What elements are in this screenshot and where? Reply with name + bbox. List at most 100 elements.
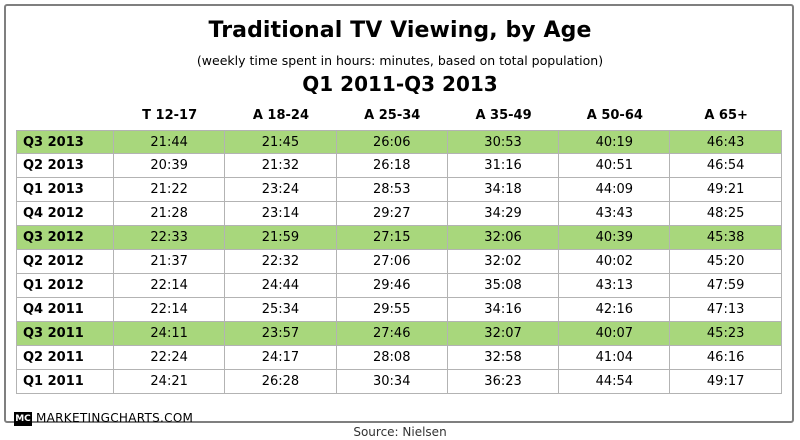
table-cell: 43:43 [559, 202, 671, 225]
row-label: Q3 2013 [16, 131, 114, 154]
table-cell: 24:21 [114, 370, 226, 393]
table-cell: 22:14 [114, 274, 226, 297]
table-row: Q3 2011 24:11 23:57 27:46 32:07 40:07 45:23 [16, 322, 782, 346]
table-cell: 40:02 [559, 250, 671, 273]
chart-frame [4, 4, 794, 423]
table-cell: 30:34 [337, 370, 448, 393]
row-label: Q1 2012 [16, 274, 114, 297]
table-cell: 21:28 [114, 202, 226, 225]
table-cell: 30:53 [448, 131, 560, 154]
row-label: Q2 2011 [16, 346, 114, 369]
table-cell: 29:27 [337, 202, 448, 225]
table-cell: 28:08 [337, 346, 448, 369]
row-label: Q2 2013 [16, 154, 114, 177]
column-header: T 12-17 [142, 108, 198, 123]
table-cell: 27:06 [337, 250, 448, 273]
column-header: A 50-64 [586, 108, 643, 123]
table-cell: 34:18 [448, 178, 560, 201]
table-cell: 46:43 [671, 131, 782, 154]
table-cell: 45:38 [671, 226, 782, 249]
table-row: Q3 2012 22:33 21:59 27:15 32:06 40:39 45:38 [16, 226, 782, 250]
table-cell: 24:17 [225, 346, 337, 369]
table-cell: 32:06 [448, 226, 560, 249]
brand-name: MARKETINGCHARTS.COM [36, 411, 194, 425]
table-cell: 22:32 [225, 250, 337, 273]
table-cell: 46:16 [671, 346, 782, 369]
table-cell: 35:08 [448, 274, 560, 297]
chart-subtitle: (weekly time spent in hours: minutes, ba… [196, 53, 604, 68]
table-cell: 47:13 [671, 298, 782, 321]
row-label: Q4 2012 [16, 202, 114, 225]
table-cell: 22:33 [114, 226, 226, 249]
table-row: Q1 2011 24:21 26:28 30:34 36:23 44:54 49:17 [16, 370, 782, 394]
table-cell: 49:21 [671, 178, 782, 201]
column-header: A 65+ [704, 108, 748, 123]
table-cell: 31:16 [448, 154, 560, 177]
table-row: Q3 2013 21:44 21:45 26:06 30:53 40:19 46:43 [16, 130, 782, 154]
row-label: Q3 2012 [16, 226, 114, 249]
table-row: Q1 2012 22:14 24:44 29:46 35:08 43:13 47:59 [16, 274, 782, 298]
table-cell: 21:32 [225, 154, 337, 177]
table-row: Q4 2011 22:14 25:34 29:55 34:16 42:16 47:13 [16, 298, 782, 322]
table-cell: 46:54 [671, 154, 782, 177]
table-cell: 26:06 [337, 131, 448, 154]
table-row: Q1 2013 21:22 23:24 28:53 34:18 44:09 49:21 [16, 178, 782, 202]
table-cell: 24:11 [114, 322, 226, 345]
row-label: Q4 2011 [16, 298, 114, 321]
table-cell: 26:18 [337, 154, 448, 177]
table-cell: 21:45 [225, 131, 337, 154]
chart-period: Q1 2011-Q3 2013 [302, 72, 498, 96]
table-cell: 36:23 [448, 370, 560, 393]
table-cell: 29:55 [337, 298, 448, 321]
table-row: Q2 2013 20:39 21:32 26:18 31:16 40:51 46:54 [16, 154, 782, 178]
table-cell: 43:13 [559, 274, 671, 297]
data-table: Q3 2013 21:44 21:45 26:06 30:53 40:19 46:43 Q2 … [16, 130, 782, 394]
table-row: Q2 2011 22:24 24:17 28:08 32:58 41:04 46:16 [16, 346, 782, 370]
table-cell: 23:24 [225, 178, 337, 201]
table-cell: 24:44 [225, 274, 337, 297]
row-label: Q1 2013 [16, 178, 114, 201]
marketingcharts-logo: MC [14, 412, 32, 426]
table-cell: 21:59 [225, 226, 337, 249]
table-cell: 23:14 [225, 202, 337, 225]
table-cell: 40:19 [559, 131, 671, 154]
row-label: Q3 2011 [16, 322, 114, 345]
table-row: Q4 2012 21:28 23:14 29:27 34:29 43:43 48:25 [16, 202, 782, 226]
column-header: A 25-34 [364, 108, 421, 123]
table-cell: 47:59 [671, 274, 782, 297]
table-cell: 44:54 [559, 370, 671, 393]
table-cell: 34:16 [448, 298, 560, 321]
table-cell: 25:34 [225, 298, 337, 321]
row-label: Q2 2012 [16, 250, 114, 273]
table-cell: 41:04 [559, 346, 671, 369]
table-cell: 40:07 [559, 322, 671, 345]
column-header: A 35-49 [475, 108, 532, 123]
table-cell: 42:16 [559, 298, 671, 321]
table-cell: 21:37 [114, 250, 226, 273]
table-cell: 23:57 [225, 322, 337, 345]
table-cell: 27:15 [337, 226, 448, 249]
source-note: Source: Nielsen [353, 425, 447, 439]
column-headers: T 12-17 A 18-24 A 25-34 A 35-49 A 50-64 A 65+ [16, 108, 782, 123]
table-cell: 28:53 [337, 178, 448, 201]
table-cell: 21:44 [114, 131, 226, 154]
table-cell: 45:23 [671, 322, 782, 345]
table-cell: 40:51 [559, 154, 671, 177]
table-cell: 22:14 [114, 298, 226, 321]
table-cell: 20:39 [114, 154, 226, 177]
table-cell: 27:46 [337, 322, 448, 345]
table-cell: 22:24 [114, 346, 226, 369]
table-cell: 21:22 [114, 178, 226, 201]
table-cell: 40:39 [559, 226, 671, 249]
table-cell: 44:09 [559, 178, 671, 201]
table-cell: 34:29 [448, 202, 560, 225]
column-header: A 18-24 [252, 108, 310, 123]
table-cell: 32:58 [448, 346, 560, 369]
table-cell: 49:17 [671, 370, 782, 393]
table-cell: 26:28 [225, 370, 337, 393]
table-cell: 45:20 [671, 250, 782, 273]
row-label: Q1 2011 [16, 370, 114, 393]
table-cell: 29:46 [337, 274, 448, 297]
chart-title: Traditional TV Viewing, by Age [208, 18, 592, 43]
table-row: Q2 2012 21:37 22:32 27:06 32:02 40:02 45:20 [16, 250, 782, 274]
